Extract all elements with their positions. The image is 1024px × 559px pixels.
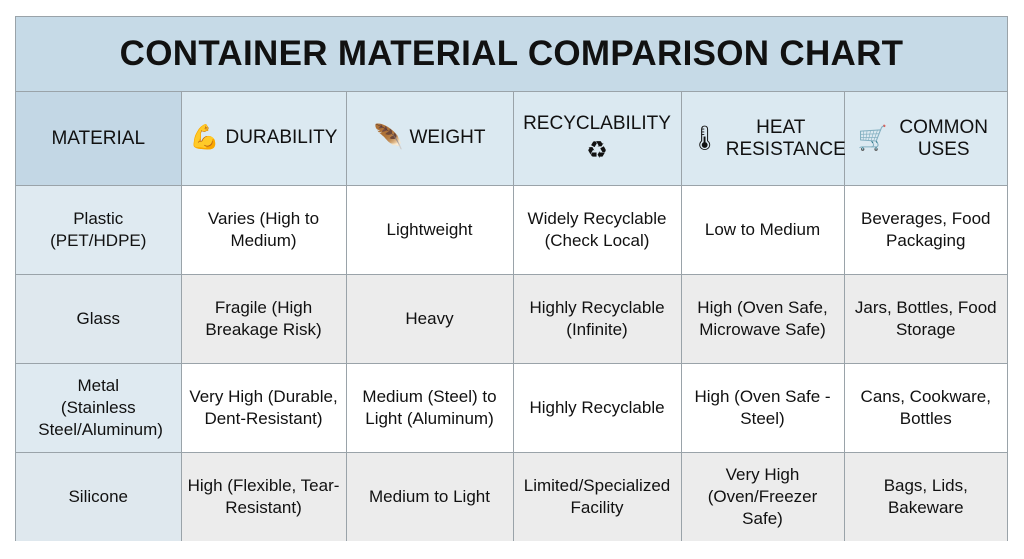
header-material: MATERIAL <box>16 92 182 186</box>
cell-recyclability: Highly Recyclable <box>512 363 682 453</box>
cell-text: Heavy <box>405 309 454 328</box>
cell-text: High (Oven Safe, Microwave Safe) <box>697 298 828 339</box>
header-row: MATERIAL 💪 DURABILITY 🪶 WEIGHT RECYCLABILI… <box>16 92 1007 186</box>
page-title: CONTAINER MATERIAL COMPARISON CHART <box>16 17 1007 92</box>
cell-recyclability: Highly Recyclable (Infinite) <box>512 274 682 364</box>
cell-text: Low to Medium <box>704 220 821 239</box>
header-weight: 🪶 WEIGHT <box>345 92 514 186</box>
comparison-table: MATERIAL 💪 DURABILITY 🪶 WEIGHT RECYCLABILI… <box>16 92 1007 541</box>
table-row: Plastic (PET/HDPE) Varies (High to Medium… <box>16 185 1007 275</box>
cell-text: Fragile (High Breakage Risk) <box>205 298 322 339</box>
cell-weight: Lightweight <box>345 185 514 275</box>
cell-text: Very High (Durable, Dent-Resistant) <box>189 387 338 428</box>
header-label: WEIGHT <box>409 127 486 148</box>
cell-durability: Very High (Durable, Dent-Resistant) <box>180 363 347 453</box>
cell-heat-resistance: High (Oven Safe - Steel) <box>680 363 845 453</box>
table-row: Metal (Stainless Steel/Aluminum) Very Hig… <box>16 363 1007 453</box>
cell-text: Limited/Specialized Facility <box>523 476 671 517</box>
cell-durability: Fragile (High Breakage Risk) <box>180 274 347 364</box>
cell-text: Beverages, Food Packaging <box>861 209 991 250</box>
cell-recyclability: Widely Recyclable (Check Local) <box>512 185 682 275</box>
cell-text: Cans, Cookware, Bottles <box>860 387 991 428</box>
recycle-icon: ♻ <box>586 137 608 164</box>
cell-text: Metal (Stainless Steel/Aluminum) <box>38 376 163 439</box>
cell-text: Very High (Oven/Freezer Safe) <box>707 465 818 528</box>
cell-common-uses: Beverages, Food Packaging <box>843 185 1007 275</box>
header-label: COMMON USES <box>899 116 989 160</box>
cell-weight: Medium (Steel) to Light (Aluminum) <box>345 363 514 453</box>
cell-text: Plastic (PET/HDPE) <box>50 209 147 250</box>
flexed-bicep-icon: 💪 <box>189 124 220 151</box>
header-label: HEAT RESISTANCE <box>725 116 846 160</box>
cell-text: Varies (High to Medium) <box>207 209 320 250</box>
cell-heat-resistance: Low to Medium <box>680 185 845 275</box>
cell-text: Jars, Bottles, Food Storage <box>854 298 997 339</box>
header-common-uses: 🛒 COMMON USES <box>843 92 1007 186</box>
header-label: MATERIAL <box>51 127 146 149</box>
table-row: Silicone High (Flexible, Tear-Resistant) M… <box>16 452 1007 541</box>
thermometer-flame-icon: 🌡 <box>689 124 720 152</box>
header-recyclability: RECYCLABILITY ♻ <box>512 92 682 186</box>
cell-material: Glass <box>16 274 182 364</box>
table-row: Glass Fragile (High Breakage Risk) Heavy Hi… <box>16 274 1007 364</box>
header-heat-resistance: 🌡 HEAT RESISTANCE <box>680 92 846 186</box>
cell-common-uses: Bags, Lids, Bakeware <box>843 452 1007 541</box>
header-label: RECYCLABILITY <box>523 113 671 134</box>
cell-durability: Varies (High to Medium) <box>180 185 347 275</box>
cell-heat-resistance: Very High (Oven/Freezer Safe) <box>680 452 845 541</box>
cell-weight: Medium to Light <box>345 452 514 541</box>
header-durability: 💪 DURABILITY <box>180 92 347 186</box>
cell-common-uses: Cans, Cookware, Bottles <box>843 363 1007 453</box>
cell-text: Glass <box>76 309 120 328</box>
cell-text: High (Flexible, Tear-Resistant) <box>187 476 340 517</box>
cell-text: Highly Recyclable <box>529 398 665 417</box>
cell-weight: Heavy <box>345 274 514 364</box>
cell-recyclability: Limited/Specialized Facility <box>512 452 682 541</box>
cell-text: Medium to Light <box>369 487 490 506</box>
header-label: DURABILITY <box>225 127 338 148</box>
cell-text: Highly Recyclable (Infinite) <box>529 298 665 339</box>
cell-material: Metal (Stainless Steel/Aluminum) <box>16 363 182 453</box>
cell-text: Bags, Lids, Bakeware <box>883 476 968 517</box>
cell-durability: High (Flexible, Tear-Resistant) <box>180 452 347 541</box>
cell-text: Medium (Steel) to Light (Aluminum) <box>362 387 497 428</box>
feather-icon: 🪶 <box>373 124 404 151</box>
cell-common-uses: Jars, Bottles, Food Storage <box>843 274 1007 364</box>
cell-text: Lightweight <box>386 220 473 239</box>
cell-text: Widely Recyclable (Check Local) <box>527 209 667 250</box>
cell-material: Plastic (PET/HDPE) <box>16 185 182 275</box>
comparison-table-container: CONTAINER MATERIAL COMPARISON CHART MATE… <box>15 16 1008 541</box>
cell-heat-resistance: High (Oven Safe, Microwave Safe) <box>680 274 845 364</box>
shopping-cart-icon: 🛒 <box>857 124 888 152</box>
cell-text: Silicone <box>68 487 129 506</box>
cell-material: Silicone <box>16 452 182 541</box>
cell-text: High (Oven Safe - Steel) <box>694 387 831 428</box>
